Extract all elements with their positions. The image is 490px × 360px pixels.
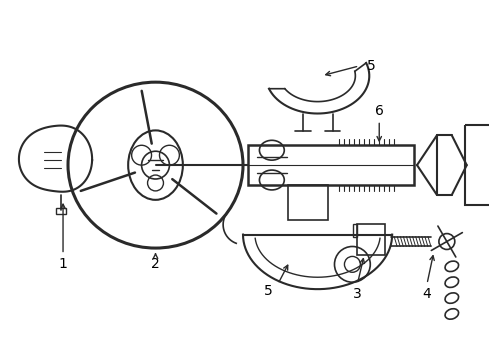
Text: 3: 3 bbox=[353, 287, 362, 301]
Text: 2: 2 bbox=[151, 257, 160, 271]
Text: 1: 1 bbox=[59, 257, 68, 271]
Text: 6: 6 bbox=[375, 104, 384, 118]
Text: 4: 4 bbox=[422, 287, 431, 301]
Text: 5: 5 bbox=[264, 284, 272, 298]
Text: 5: 5 bbox=[367, 59, 376, 73]
